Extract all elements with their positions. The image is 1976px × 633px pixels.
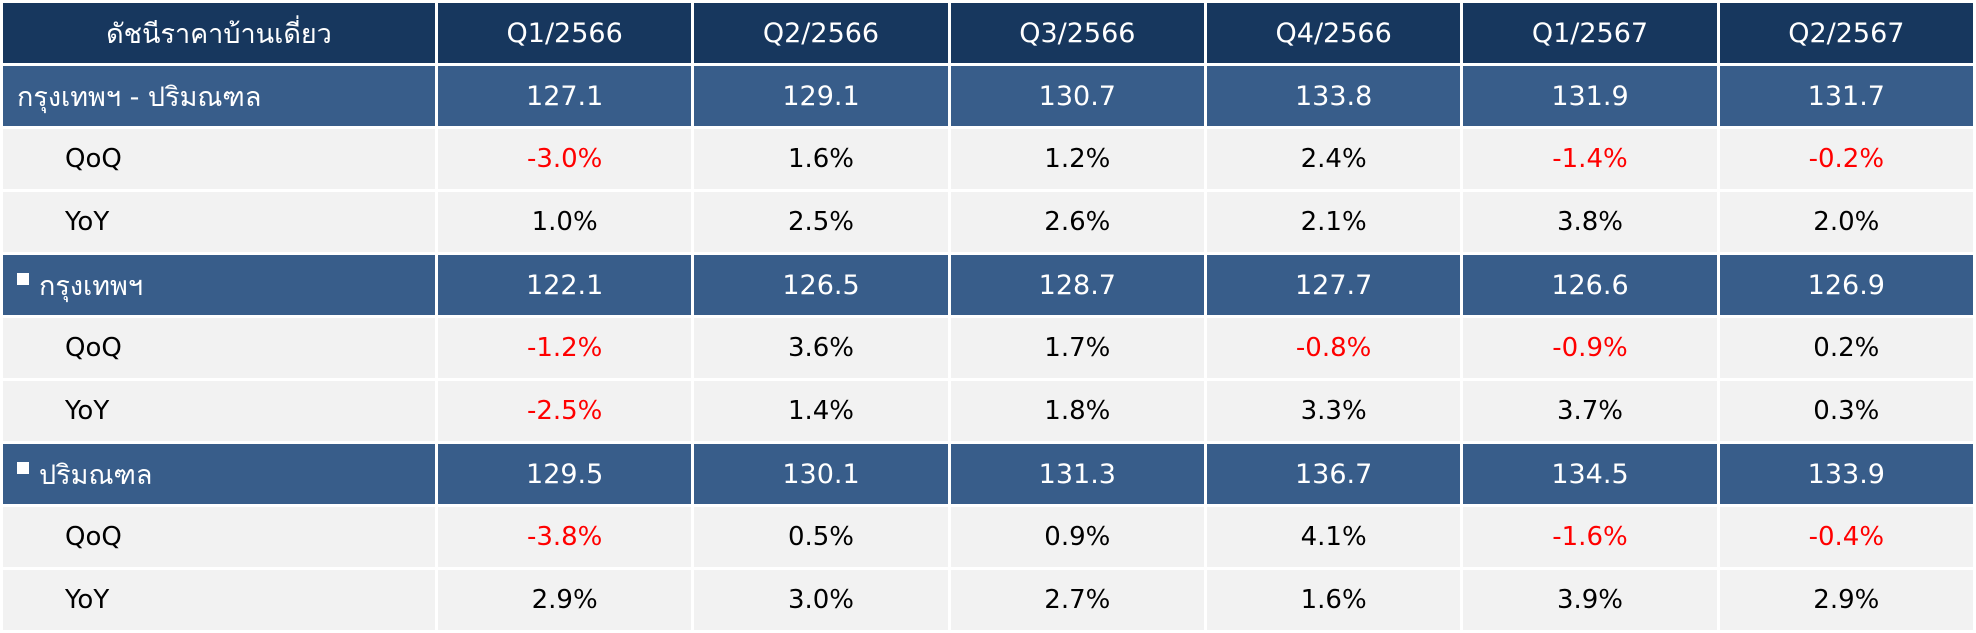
group-row: กรุงเทพฯ - ปริมณฑล 127.1 129.1 130.7 133.8 13… (3, 66, 1973, 126)
index-value-cell: 126.6 (1463, 255, 1717, 315)
change-value-cell: 0.2% (1719, 318, 1973, 378)
header-cell-q4-2566: Q4/2566 (1206, 3, 1461, 63)
index-value-cell: 130.1 (694, 444, 948, 504)
index-value-cell: 126.5 (694, 255, 948, 315)
change-value-cell: 2.9% (438, 570, 692, 630)
change-value-cell: 0.9% (950, 507, 1204, 567)
change-value-cell: 1.4% (694, 381, 948, 441)
index-value-cell: 133.8 (1206, 66, 1461, 126)
index-value-cell: 131.7 (1719, 66, 1973, 126)
square-bullet-icon (17, 272, 29, 285)
change-value-cell: 2.0% (1719, 192, 1973, 252)
header-cell-q2-2567: Q2/2567 (1719, 3, 1973, 63)
table-body: กรุงเทพฯ - ปริมณฑล 127.1 129.1 130.7 133.8 13… (3, 66, 1973, 630)
index-value-cell: 126.9 (1719, 255, 1973, 315)
change-label-cell: QoQ (3, 129, 435, 189)
group-label-cell: ปริมณฑล (3, 444, 435, 504)
change-value-cell: 3.3% (1206, 381, 1461, 441)
change-value-cell: 2.7% (950, 570, 1204, 630)
change-value-cell: -0.9% (1463, 318, 1717, 378)
square-bullet-icon (17, 461, 29, 474)
group-name: กรุงเทพฯ - ปริมณฑล (17, 81, 262, 113)
change-value-cell: 0.3% (1719, 381, 1973, 441)
change-value-cell: 3.9% (1463, 570, 1717, 630)
change-row: YoY 2.9% 3.0% 2.7% 1.6% 3.9% 2.9% (3, 570, 1973, 630)
index-value-cell: 127.1 (438, 66, 692, 126)
header-cell-title: ดัชนีราคาบ้านเดี่ยว (3, 3, 435, 63)
index-value-cell: 129.5 (438, 444, 692, 504)
change-value-cell: 1.7% (950, 318, 1204, 378)
change-value-cell: 1.2% (950, 129, 1204, 189)
header-cell-q1-2567: Q1/2567 (1463, 3, 1717, 63)
index-value-cell: 133.9 (1719, 444, 1973, 504)
change-value-cell: -1.2% (438, 318, 692, 378)
change-value-cell: -3.0% (438, 129, 692, 189)
header-cell-q1-2566: Q1/2566 (438, 3, 692, 63)
change-value-cell: 4.1% (1206, 507, 1461, 567)
index-value-cell: 122.1 (438, 255, 692, 315)
group-row: กรุงเทพฯ 122.1 126.5 128.7 127.7 126.6 126.9 (3, 255, 1973, 315)
change-label-cell: QoQ (3, 507, 435, 567)
change-value-cell: 3.8% (1463, 192, 1717, 252)
change-value-cell: 1.6% (1206, 570, 1461, 630)
change-label-cell: QoQ (3, 318, 435, 378)
change-value-cell: -2.5% (438, 381, 692, 441)
change-value-cell: 3.6% (694, 318, 948, 378)
change-value-cell: 1.0% (438, 192, 692, 252)
change-value-cell: 3.0% (694, 570, 948, 630)
change-value-cell: -3.8% (438, 507, 692, 567)
index-value-cell: 127.7 (1206, 255, 1461, 315)
change-row: QoQ -1.2% 3.6% 1.7% -0.8% -0.9% 0.2% (3, 318, 1973, 378)
change-label-cell: YoY (3, 192, 435, 252)
change-value-cell: 2.6% (950, 192, 1204, 252)
change-value-cell: -1.6% (1463, 507, 1717, 567)
group-row: ปริมณฑล 129.5 130.1 131.3 136.7 134.5 133.9 (3, 444, 1973, 504)
change-value-cell: 0.5% (694, 507, 948, 567)
change-value-cell: 2.5% (694, 192, 948, 252)
index-value-cell: 134.5 (1463, 444, 1717, 504)
change-value-cell: -0.2% (1719, 129, 1973, 189)
change-row: YoY -2.5% 1.4% 1.8% 3.3% 3.7% 0.3% (3, 381, 1973, 441)
group-name: กรุงเทพฯ (39, 270, 144, 302)
index-value-cell: 131.3 (950, 444, 1204, 504)
change-value-cell: -1.4% (1463, 129, 1717, 189)
index-value-cell: 128.7 (950, 255, 1204, 315)
change-row: QoQ -3.0% 1.6% 1.2% 2.4% -1.4% -0.2% (3, 129, 1973, 189)
change-value-cell: 1.6% (694, 129, 948, 189)
change-value-cell: 3.7% (1463, 381, 1717, 441)
group-name: ปริมณฑล (39, 459, 153, 491)
change-value-cell: 2.1% (1206, 192, 1461, 252)
change-value-cell: -0.4% (1719, 507, 1973, 567)
group-label-cell: กรุงเทพฯ (3, 255, 435, 315)
header-cell-q3-2566: Q3/2566 (950, 3, 1204, 63)
change-value-cell: 2.4% (1206, 129, 1461, 189)
change-value-cell: 2.9% (1719, 570, 1973, 630)
group-label-cell: กรุงเทพฯ - ปริมณฑล (3, 66, 435, 126)
index-value-cell: 130.7 (950, 66, 1204, 126)
index-value-cell: 136.7 (1206, 444, 1461, 504)
change-label-cell: YoY (3, 381, 435, 441)
change-row: YoY 1.0% 2.5% 2.6% 2.1% 3.8% 2.0% (3, 192, 1973, 252)
change-label-cell: YoY (3, 570, 435, 630)
change-value-cell: 1.8% (950, 381, 1204, 441)
index-value-cell: 131.9 (1463, 66, 1717, 126)
table-header-row: ดัชนีราคาบ้านเดี่ยว Q1/2566 Q2/2566 Q3/2… (3, 3, 1973, 63)
header-cell-q2-2566: Q2/2566 (694, 3, 948, 63)
change-row: QoQ -3.8% 0.5% 0.9% 4.1% -1.6% -0.4% (3, 507, 1973, 567)
change-value-cell: -0.8% (1206, 318, 1461, 378)
index-value-cell: 129.1 (694, 66, 948, 126)
